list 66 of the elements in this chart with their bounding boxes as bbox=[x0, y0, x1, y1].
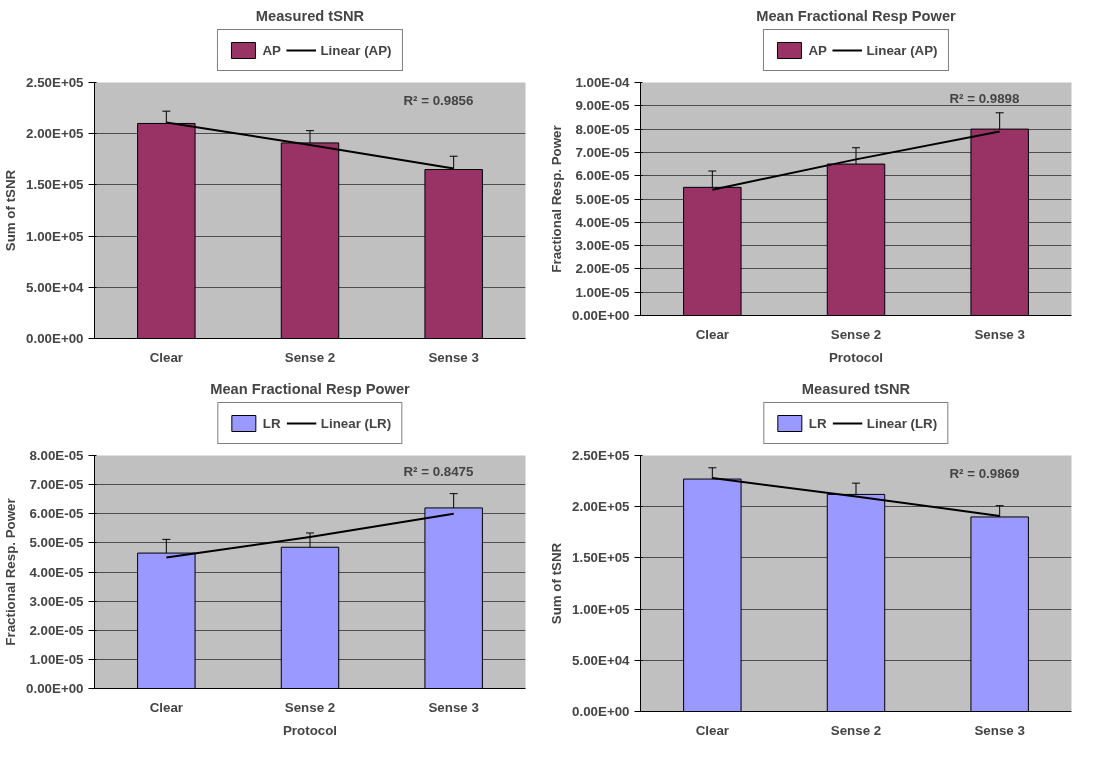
y-tick-label: 1.00E+05 bbox=[26, 228, 85, 244]
legend-label: LR bbox=[262, 415, 282, 431]
y-tick-label: 6.00E-05 bbox=[575, 168, 631, 184]
legend-label: Linear (AP) bbox=[866, 42, 938, 58]
annotation: R² = 0.9856 bbox=[403, 92, 474, 108]
y-tick-label: 9.00E-05 bbox=[575, 98, 631, 114]
y-tick-label: 0.00E+00 bbox=[572, 308, 630, 323]
x-tick-label: Sense 3 bbox=[428, 349, 479, 365]
legend-label: Linear (LR) bbox=[320, 415, 392, 431]
legend-label: AP bbox=[808, 42, 828, 58]
y-tick-label: 7.00E-05 bbox=[29, 477, 85, 493]
y-tick-label: 1.00E-05 bbox=[29, 651, 85, 667]
y-tick-label: 3.00E-05 bbox=[575, 238, 631, 254]
y-tick-label: 5.00E+04 bbox=[26, 279, 85, 295]
y-tick-label: 4.00E-05 bbox=[29, 564, 85, 580]
y-tick-label: 2.00E+05 bbox=[26, 126, 85, 142]
y-tick-label: 5.00E-05 bbox=[29, 535, 85, 551]
x-tick-label: Sense 2 bbox=[284, 699, 336, 715]
x-axis-title: Protocol bbox=[828, 349, 884, 365]
chart-title: Measured tSNR bbox=[255, 7, 365, 24]
y-tick-label: 0.00E+00 bbox=[26, 681, 84, 696]
y-axis-title: Fractional Resp. Power bbox=[549, 125, 565, 273]
x-tick-label: Sense 2 bbox=[284, 349, 336, 365]
chart-title: Measured tSNR bbox=[801, 380, 911, 397]
y-tick-label: 6.00E-05 bbox=[29, 506, 85, 522]
legend-label: LR bbox=[808, 415, 828, 431]
y-tick-label: 2.00E-05 bbox=[29, 622, 85, 638]
y-axis-title: Sum of tSNR bbox=[549, 542, 565, 625]
x-tick-label: Sense 3 bbox=[974, 326, 1025, 342]
chart-title: Mean Fractional Resp Power bbox=[756, 7, 957, 24]
y-tick-label: 4.00E-05 bbox=[575, 214, 631, 230]
x-tick-label: Clear bbox=[149, 349, 184, 365]
y-tick-label: 7.00E-05 bbox=[575, 144, 631, 160]
y-tick-label: 1.50E+05 bbox=[572, 550, 631, 566]
legend-label: Linear (AP) bbox=[320, 42, 392, 58]
x-tick-label: Clear bbox=[695, 722, 730, 738]
y-tick-label: 0.00E+00 bbox=[26, 331, 84, 346]
x-tick-label: Clear bbox=[149, 699, 184, 715]
x-tick-label: Clear bbox=[695, 326, 730, 342]
x-axis-title: Protocol bbox=[282, 722, 338, 738]
y-tick-label: 1.50E+05 bbox=[26, 177, 85, 193]
x-tick-label: Sense 3 bbox=[974, 722, 1025, 738]
y-tick-label: 8.00E-05 bbox=[575, 121, 631, 137]
y-tick-label: 0.00E+00 bbox=[572, 704, 630, 719]
y-tick-label: 5.00E+04 bbox=[572, 652, 631, 668]
x-tick-label: Sense 2 bbox=[830, 326, 882, 342]
x-tick-label: Sense 3 bbox=[428, 699, 479, 715]
x-tick-label: Sense 2 bbox=[830, 722, 882, 738]
y-tick-label: 1.00E-05 bbox=[575, 284, 631, 300]
y-tick-label: 2.00E-05 bbox=[575, 261, 631, 277]
y-axis-title: Sum of tSNR bbox=[3, 169, 19, 252]
chart-title: Mean Fractional Resp Power bbox=[210, 380, 411, 397]
legend-label: Linear (LR) bbox=[866, 415, 938, 431]
y-tick-label: 3.00E-05 bbox=[29, 593, 85, 609]
y-tick-label: 5.00E-05 bbox=[575, 191, 631, 207]
y-tick-label: 8.00E-05 bbox=[29, 448, 85, 463]
y-tick-label: 1.00E+05 bbox=[572, 601, 631, 617]
annotation: R² = 0.8475 bbox=[403, 464, 474, 480]
y-tick-label: 1.00E-04 bbox=[575, 75, 631, 90]
y-tick-label: 2.00E+05 bbox=[572, 499, 631, 515]
y-axis-title: Fractional Resp. Power bbox=[3, 498, 19, 646]
legend-label: AP bbox=[262, 42, 282, 58]
y-tick-label: 2.50E+05 bbox=[572, 448, 631, 463]
y-tick-label: 2.50E+05 bbox=[26, 75, 85, 90]
annotation: R² = 0.9898 bbox=[949, 91, 1020, 107]
annotation: R² = 0.9869 bbox=[949, 465, 1020, 481]
